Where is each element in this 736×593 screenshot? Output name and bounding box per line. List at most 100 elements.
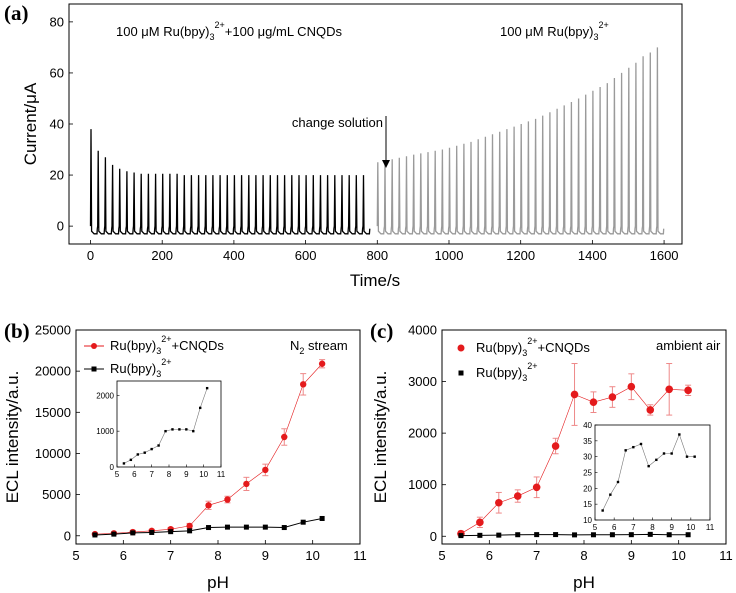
panel-c-point-black [458,533,464,539]
panel-c-inset: 5 6 7 8 9 10 11 10 15 20 25 30 35 40 [583,421,715,532]
panel-c-y-ticks: 0 1000 2000 3000 4000 [408,323,446,544]
panel-b-inset-x-tick-label: 10 [199,470,208,479]
panel-c-point-black [685,532,691,538]
panel-a-x-tick-label: 1200 [506,248,535,263]
panel-b-inset-point [122,462,126,465]
panel-c-point-black [628,532,634,538]
panel-b-point-red [300,381,307,388]
panel-c-point-black [609,532,615,538]
panel-c-x-tick-label: 8 [580,548,587,563]
panel-a-label-right: 100 μM Ru(bpy)32+ [500,20,609,42]
panel-b-inset-x-tick-label: 6 [132,470,137,479]
panel-c-point-black [477,532,483,538]
panel-c-point-red [589,398,598,406]
panel-c-inset-y-tick-label: 30 [583,453,592,462]
panel-a-x-tick-label: 1000 [435,248,464,263]
panel-c-legend-marker-red [457,344,465,352]
panel-b-inset-point [199,406,202,410]
panel-c-point-red [627,382,636,391]
panel-c-point-red [495,498,503,507]
panel-c-x-tick-label: 5 [438,548,445,563]
panel-b-x-tick-label: 9 [262,548,269,563]
panel-b-inset-point [129,458,133,462]
panel-c-inset-y-tick-label: 25 [583,469,592,478]
panel-b-x-label: pH [207,573,229,592]
panel-a-x-tick-label: 800 [366,248,388,263]
panel-c-inset-point [639,442,643,446]
panel-b-y-tick-label: 25000 [35,323,71,338]
panel-c-point-black [534,532,540,538]
panel-c-y-tick-label: 0 [430,529,437,544]
panel-b-point-black [149,529,155,535]
panel-b-inset-point [157,444,160,447]
panel-c-point-red [551,442,560,450]
panel-a-x-tick-label: 400 [223,248,245,263]
panel-c-inset-point [601,509,604,512]
panel-c-y-tick-label: 4000 [408,323,437,338]
panel-c-inset-x-tick-label: 11 [706,523,715,532]
panel-c-y-tick-label: 1000 [408,477,437,492]
panel-c-inset-point [609,493,612,496]
panel-c-inset-point [647,464,650,468]
panel-c-inset-x-tick-label: 7 [631,523,636,532]
panel-c-point-black [590,532,596,538]
panel-b-inset-point [164,429,167,433]
panel-b-legend-marker-red [91,343,97,349]
panel-c-x-ticks: 5 6 7 8 9 10 11 [438,540,733,563]
panel-a-y-tick-label: 60 [50,65,64,80]
panel-b-inset-point [171,428,174,431]
panel-b-inset-y-tick-label: 1000 [96,427,114,436]
panel-c-inset-frame [594,424,711,521]
panel-c-inset-point [693,455,696,458]
panel-c-point-black [572,532,578,538]
panel-c-inset-y-tick-label: 35 [583,437,592,446]
panel-c-legend-red: Ru(bpy)32++CNQDs [476,336,590,358]
panel-c-inset-x-tick-label: 9 [669,523,674,532]
panel-b-inset-point [150,447,153,451]
panel-c-point-red [665,385,673,394]
panel-a: (a) 0 200 400 600 800 1000 1200 1400 1600 0 20 40 6… [4,1,683,290]
panel-b-point-black [92,532,98,538]
panel-a-y-tick-label: 80 [50,14,64,29]
panel-b-point-black [224,524,230,530]
panel-c-inset-point [662,452,666,455]
panel-a-y-tick-label: 0 [57,219,64,234]
panel-c-point-black [553,532,559,538]
panel-b-point-black [168,529,174,535]
panel-b-legend-black: Ru(bpy)32+ [110,357,172,379]
panel-c-y-label: ECL intensity/a.u. [371,371,390,504]
panel-b-x-tick-label: 11 [353,548,367,563]
panel-c-point-black [515,532,521,538]
panel-b-point-red [318,360,326,367]
panel-c-point-red [684,386,692,395]
panel-b-point-black [130,530,136,536]
panel-a-x-ticks: 0 200 400 600 800 1000 1200 1400 1600 [87,240,679,263]
panel-c-inset-x-tick-label: 5 [593,523,598,532]
panel-b-inset-y-tick-label: 2000 [96,391,114,400]
panel-b-inset-x-tick-label: 9 [184,470,189,479]
panel-b-point-black [187,528,193,534]
panel-a-x-tick-label: 1400 [578,248,607,263]
panel-c-inset-y-tick-label: 20 [583,484,592,493]
panel-a-x-tick-label: 200 [151,248,173,263]
panel-c-x-tick-label: 6 [486,548,493,563]
panel-b-y-tick-label: 15000 [35,405,71,420]
panel-b-inset-point [136,453,139,456]
panel-b-inset-point [192,429,195,433]
panel-b-point-black [262,524,268,530]
panel-c-inset-point [655,458,658,462]
panel-b-point-red [281,433,288,441]
panel-a-change-annotation: change solution [292,115,383,130]
panel-b-inset: 5 6 7 8 9 10 11 0 1000 2000 [96,380,226,479]
panel-c-x-tick-label: 7 [533,548,540,563]
panel-b-point-red [186,522,193,530]
panel-a-x-tick-label: 0 [87,248,94,263]
panel-c-label: (c) [370,319,393,343]
panel-c-series [457,363,692,539]
panel-a-label: (a) [4,1,29,25]
panel-b-x-tick-label: 10 [305,548,319,563]
panel-b-x-tick-label: 8 [214,548,221,563]
panel-b-point-red [224,496,231,503]
panel-c-point-black [666,532,672,538]
panel-b-point-black [300,519,306,525]
